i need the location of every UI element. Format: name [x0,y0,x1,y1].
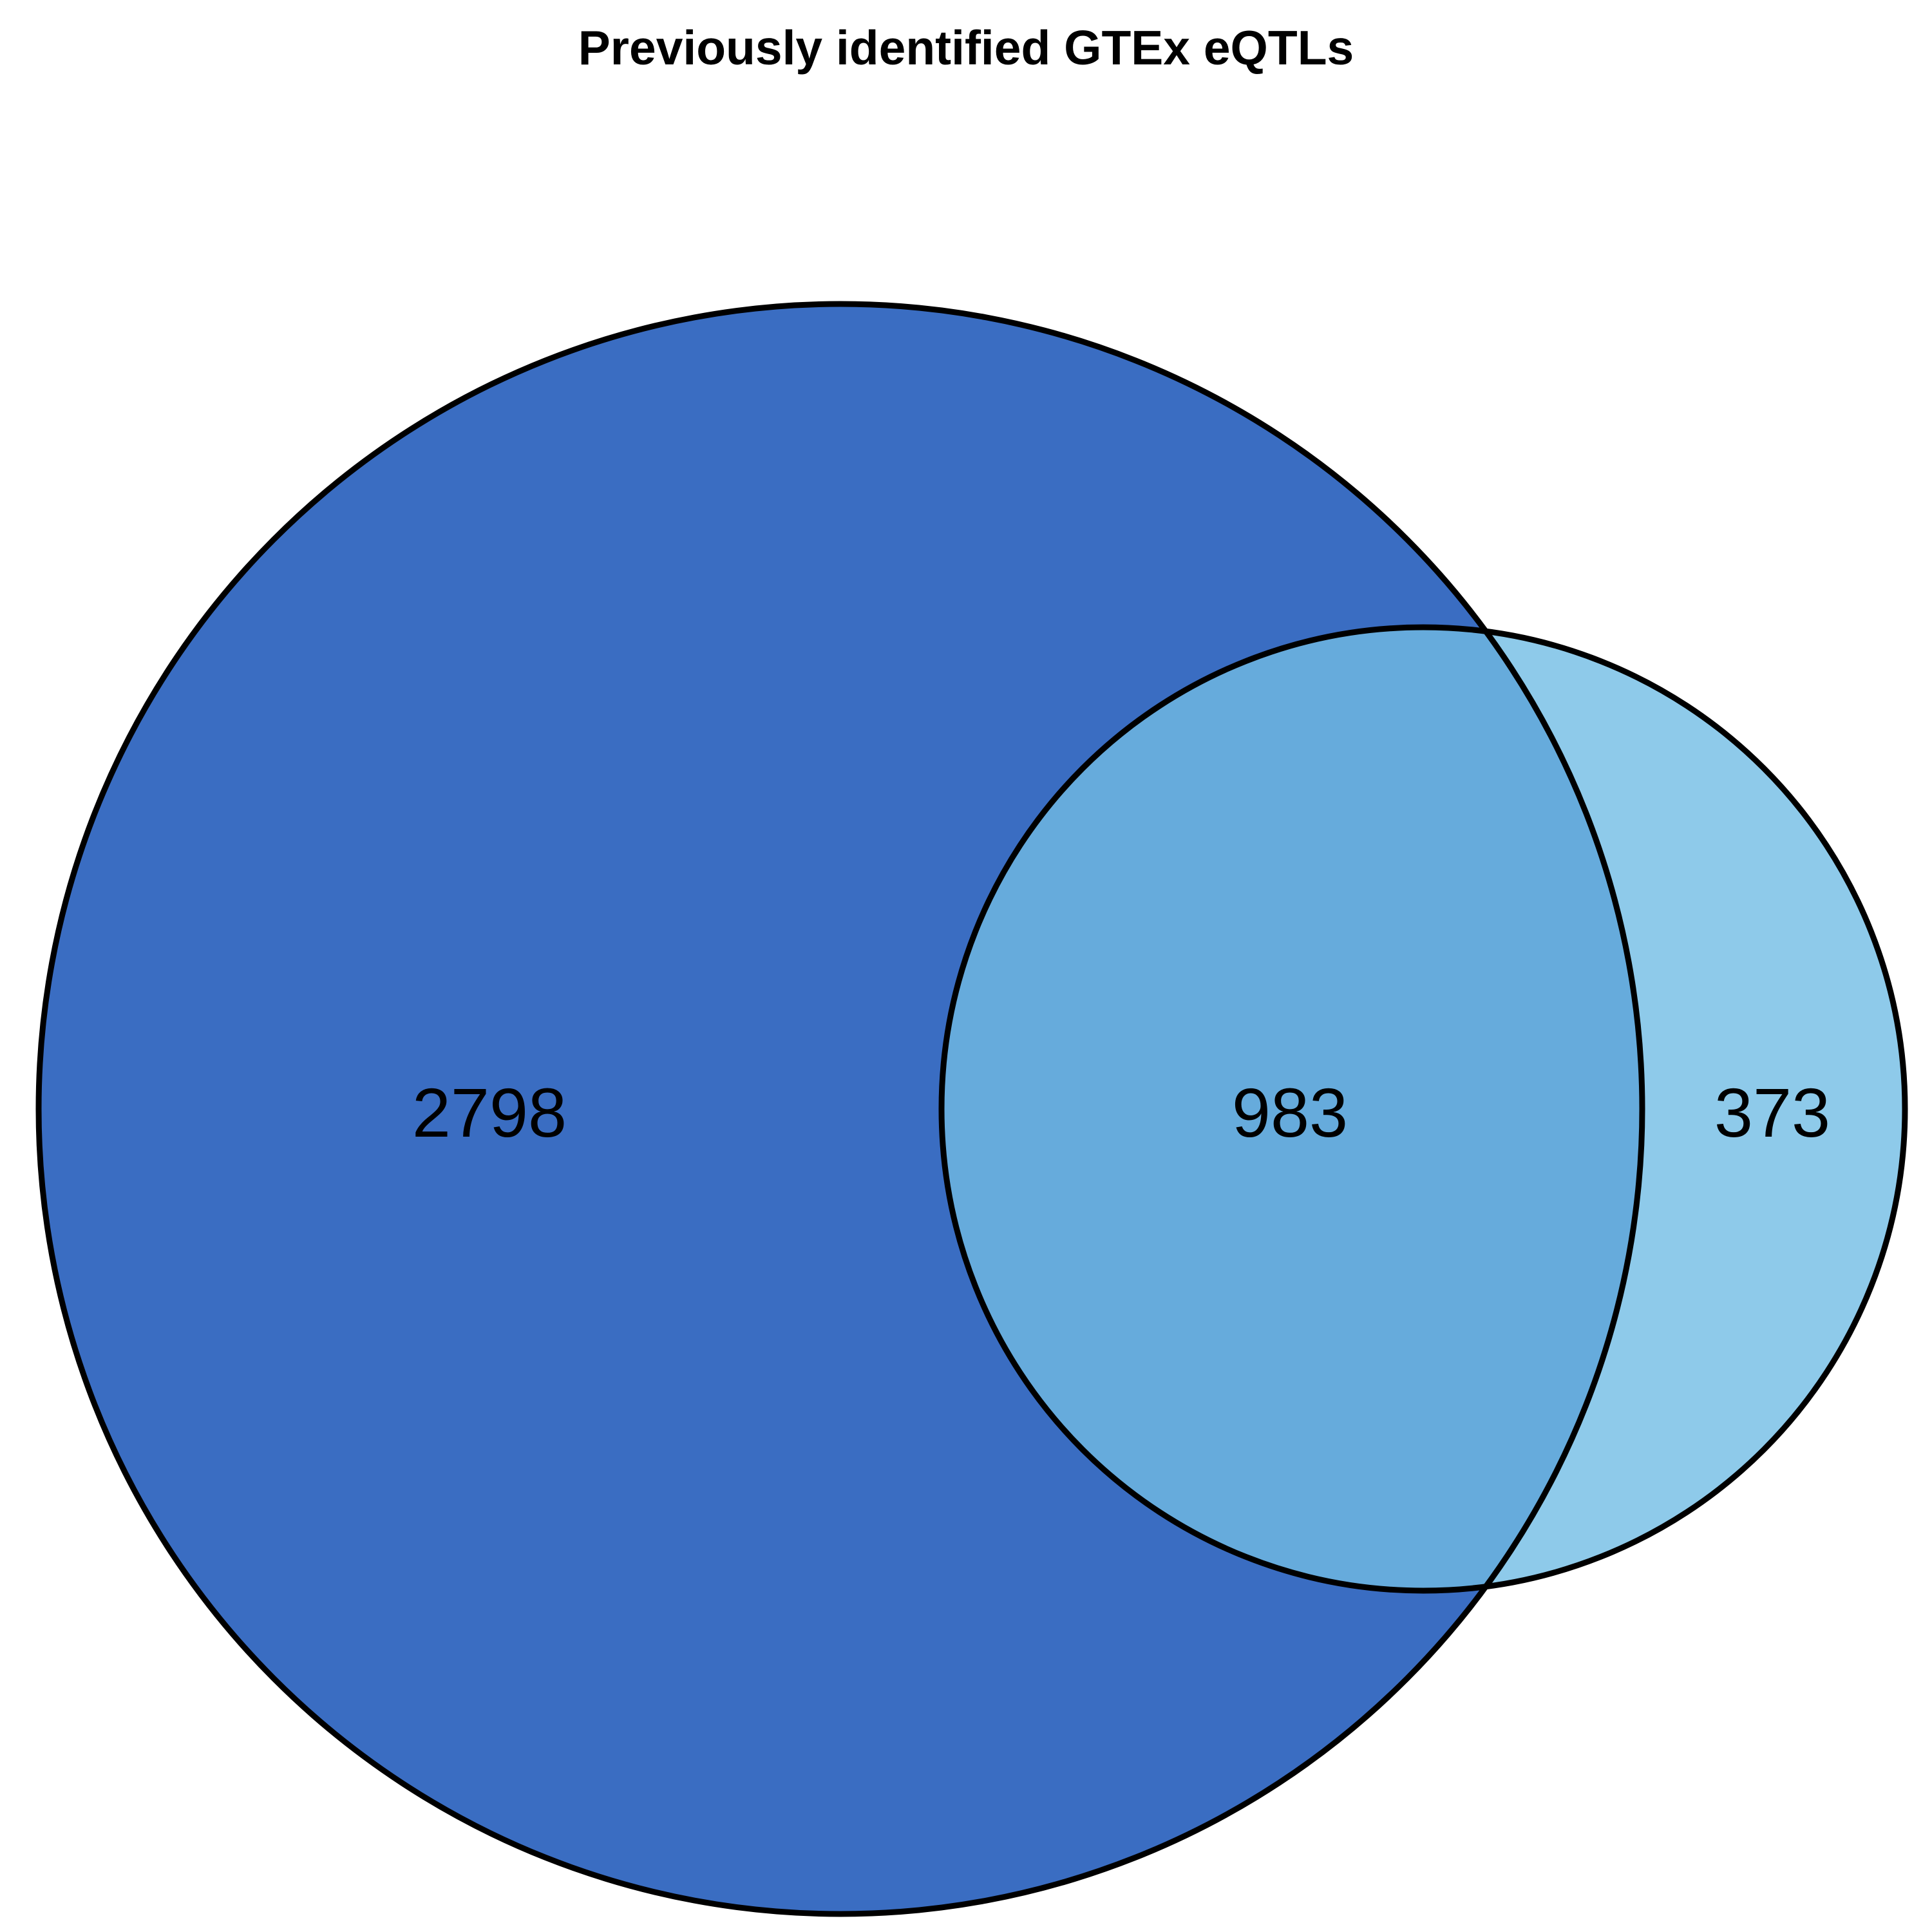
right-set-outline [938,624,1908,1594]
left-set-outline [35,301,1645,1917]
left-only-count: 2798 [412,1074,567,1151]
overlap-count: 983 [1232,1074,1348,1151]
diagram-title: Previously identified GTEx eQTLs [578,21,1354,75]
right-only-count: 373 [1714,1074,1830,1151]
overlap-region [942,627,1642,1591]
